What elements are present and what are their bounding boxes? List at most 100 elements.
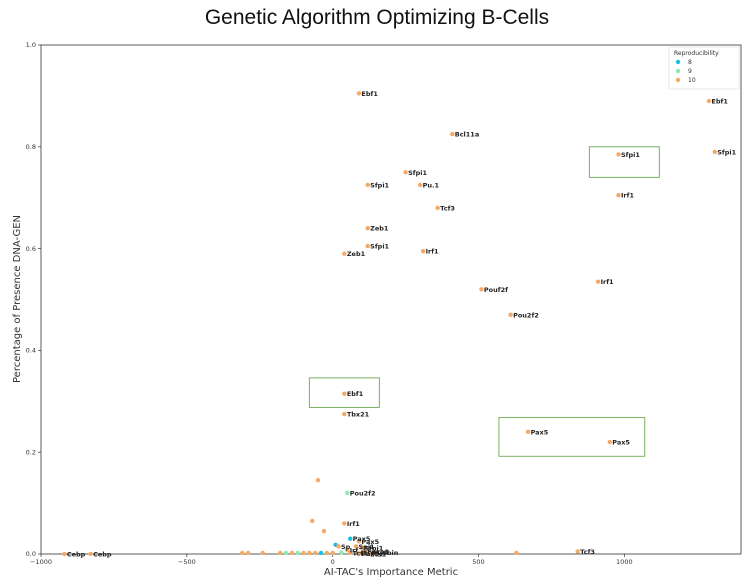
data-point: [342, 391, 347, 396]
data-point: [88, 551, 93, 557]
data-point: [616, 152, 621, 157]
data-point: [260, 550, 265, 556]
point-label: Bcl11a: [455, 131, 479, 139]
legend: Reproducibility 8 9 10: [668, 46, 740, 90]
data-point: [382, 550, 388, 556]
legend-entry-label: 9: [688, 68, 692, 75]
data-point: [417, 182, 423, 188]
data-point: [706, 98, 712, 104]
data-point: [315, 477, 321, 483]
data-point: [347, 536, 353, 541]
data-point: [712, 149, 717, 155]
point-label: Tcf3: [353, 549, 368, 557]
point-label: Cebp: [93, 551, 112, 559]
data-point: [450, 131, 455, 137]
point-label: Pou2f2: [350, 489, 376, 497]
x-axis-label: AI-TAC's Importance Metric: [324, 567, 458, 578]
data-point: [356, 539, 362, 544]
data-point: [356, 551, 362, 556]
highlight-box: [498, 417, 646, 457]
y-tick-label: 1.0: [26, 41, 36, 49]
legend-marker: [675, 59, 681, 65]
point-label: Irf1: [601, 278, 614, 286]
legend-marker: [675, 68, 681, 74]
legend-frame: [668, 46, 740, 90]
point-label: Pax5: [361, 550, 379, 558]
x-axis-ticks: −1000 −500 0 500 1000: [30, 554, 633, 566]
data-point: [575, 549, 580, 554]
data-point: [339, 550, 344, 555]
point-label: Mytbin: [373, 549, 399, 557]
point-label: Pax5: [353, 535, 371, 543]
x-tick-label: −500: [178, 558, 196, 566]
data-point: [479, 287, 484, 292]
point-label: Zeb1: [370, 225, 389, 233]
point-label: Ebf1: [347, 390, 364, 398]
x-tick-label: 0: [331, 558, 335, 566]
point-label: Foxo1: [367, 548, 389, 556]
data-point: [310, 518, 315, 524]
data-point: [289, 550, 295, 556]
data-point: [62, 551, 67, 557]
x-tick-label: 1000: [616, 558, 633, 566]
data-point: [342, 521, 347, 526]
highlight-box: [308, 377, 380, 408]
point-label: Pouf2f: [484, 286, 508, 294]
data-point: [321, 528, 327, 534]
data-point: [277, 550, 283, 556]
point-label: Pax5: [531, 428, 549, 436]
y-tick-label: 0.0: [26, 550, 36, 558]
data-point: [525, 429, 531, 435]
point-label: Ebf1: [361, 90, 378, 98]
point-label: Pax5: [361, 538, 379, 546]
point-label: Pax5: [612, 439, 630, 447]
data-point: [435, 205, 440, 211]
point-label: Tcf3: [440, 204, 455, 212]
data-point: [595, 279, 601, 284]
point-label: Spi1: [359, 543, 376, 551]
data-point: [345, 547, 350, 553]
data-point: [347, 550, 353, 556]
data-point: [365, 182, 370, 188]
legend-title: Reproducibility: [674, 50, 719, 57]
y-tick-label: 0.4: [26, 347, 36, 355]
data-point: [240, 550, 245, 556]
data-point: [359, 545, 365, 551]
data-point: [295, 550, 300, 556]
point-labels: Ebf1 Ebf1 Bcl11a Sfpi1 Sfpi1 Sfpi1 Pu.1 Sfpi1 Ir…: [67, 90, 737, 559]
data-point: [365, 243, 370, 249]
data-point: [312, 550, 318, 556]
plot-area: [40, 44, 742, 555]
data-point: [353, 544, 359, 549]
data-point: [508, 312, 513, 317]
point-label: Pou2f2: [513, 311, 539, 319]
data-point: [245, 550, 251, 556]
legend-marker: [675, 77, 681, 83]
point-label: Zeb1: [347, 250, 366, 258]
highlight-boxes: [308, 146, 660, 457]
point-label: Ebf1: [711, 97, 728, 105]
point-label: Irf1: [426, 248, 439, 256]
point-label: Pu.1: [423, 181, 440, 189]
point-label: Irf1: [621, 192, 634, 200]
chart-title: Genetic Algorithm Optimizing B-Cells: [205, 6, 549, 29]
data-point: [365, 551, 370, 557]
data-point: [420, 248, 426, 254]
legend-entry-label: 8: [688, 59, 692, 66]
data-point: [283, 550, 289, 556]
y-tick-label: 0.8: [26, 143, 36, 151]
y-axis-label: Percentage of Presence DNA-GEN: [12, 215, 23, 383]
data-point: [365, 226, 370, 231]
point-label: Irf1: [347, 520, 360, 528]
data-point: [342, 411, 347, 417]
x-tick-label: 500: [472, 558, 484, 566]
point-label: Sfpi1: [370, 243, 389, 251]
data-point: [342, 251, 347, 256]
data-point: [324, 550, 330, 556]
data-point: [616, 192, 621, 198]
data-point: [330, 550, 335, 556]
data-points: [62, 91, 717, 557]
point-label: Sfpi1: [364, 544, 383, 552]
data-point: [307, 550, 312, 556]
